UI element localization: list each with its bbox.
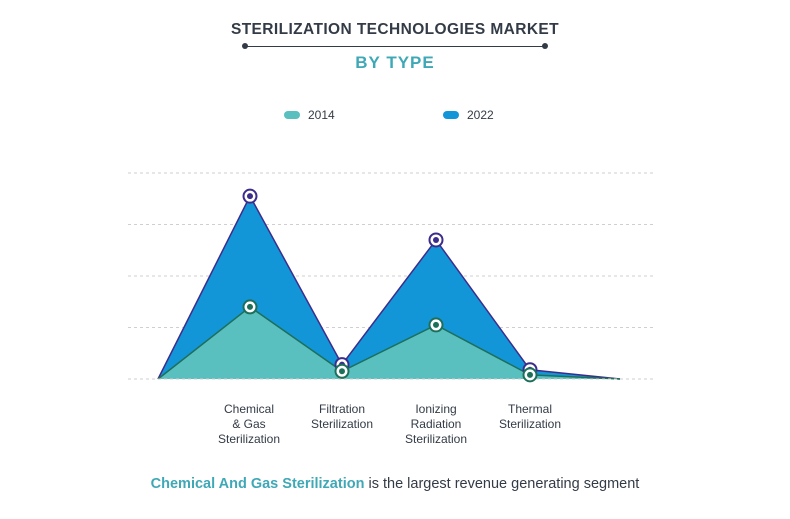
chart-subtitle: BY TYPE <box>355 53 435 72</box>
point-core-2022-2 <box>433 236 439 243</box>
legend-swatch-2022 <box>443 111 459 119</box>
legend-item-2014: 2014 <box>284 107 335 123</box>
footer-caption: Chemical And Gas Sterilization is the la… <box>0 476 790 492</box>
legend-item-2022: 2022 <box>443 107 494 123</box>
area-series-2014 <box>158 306 620 379</box>
chart-title: STERILIZATION TECHNOLOGIES MARKET <box>230 21 560 38</box>
divider-right-dot <box>542 43 548 49</box>
legend-swatch-2014 <box>284 111 300 119</box>
point-core-2014-0 <box>247 303 253 310</box>
x-tick-label-thermal: Thermal Sterilization <box>498 402 562 431</box>
footer-highlight: Chemical And Gas Sterilization <box>150 476 365 492</box>
x-tick-label-chemical-gas: Chemical & Gas Sterilization <box>217 402 281 446</box>
line-series-2014 <box>157 305 621 380</box>
title-divider <box>245 46 545 47</box>
footer-text: is the largest revenue generating segmen… <box>364 476 640 492</box>
line-series-2022 <box>157 194 621 380</box>
legend-label-2022: 2022 <box>467 108 494 122</box>
divider-left-dot <box>242 43 248 49</box>
point-core-2022-0 <box>247 193 253 200</box>
point-core-2014-2 <box>433 321 439 328</box>
legend-label-2014: 2014 <box>308 108 335 122</box>
x-tick-label-filtration: Filtration Sterilization <box>310 402 374 431</box>
x-tick-label-ionizing-radiation: Ionizing Radiation Sterilization <box>404 402 468 446</box>
point-core-2014-1 <box>339 368 345 375</box>
point-core-2014-3 <box>527 371 533 378</box>
